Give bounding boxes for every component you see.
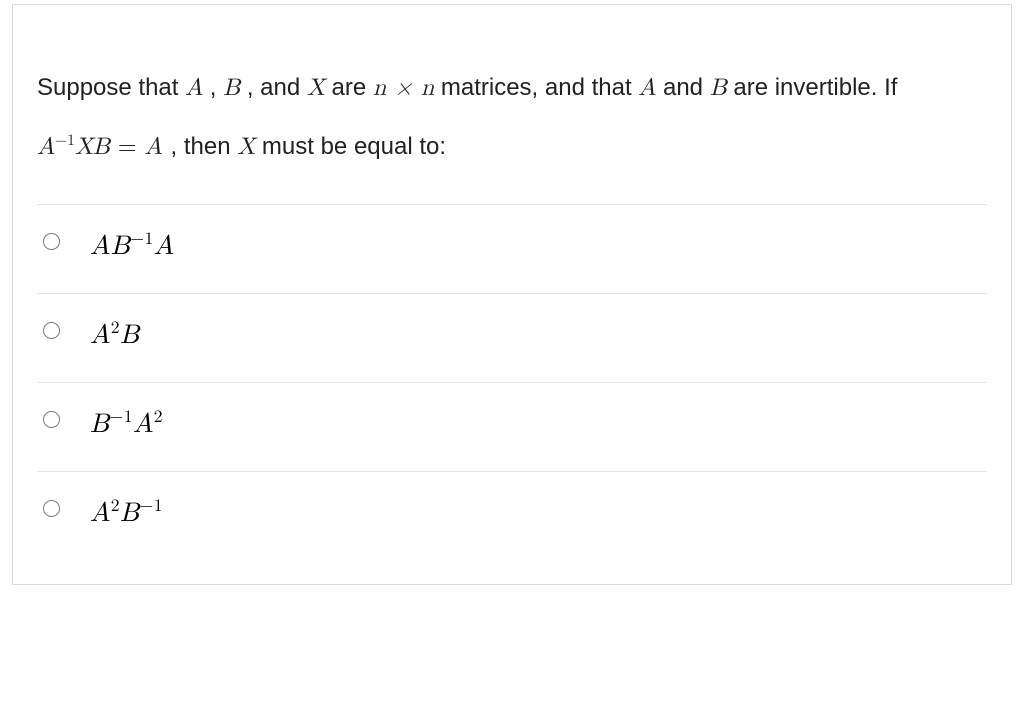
- math-part: B: [90, 411, 110, 438]
- question-card: Suppose that A , B , and X are n × n mat…: [12, 4, 1012, 585]
- math-part: AB: [90, 233, 130, 260]
- option-label: A2B: [90, 318, 140, 352]
- math-exp: −1: [130, 231, 153, 248]
- math-equation: A−1XB = A: [37, 135, 171, 159]
- math-exp: 2: [111, 320, 120, 337]
- radio-icon[interactable]: [43, 500, 60, 517]
- option-label: AB−1A: [90, 229, 175, 263]
- options-list: AB−1A A2B B−1A2 A2B−1: [37, 204, 987, 560]
- math-exp: −1: [55, 133, 75, 149]
- radio-icon[interactable]: [43, 411, 60, 428]
- radio-icon[interactable]: [43, 233, 60, 250]
- text-fragment: , and: [247, 74, 307, 101]
- text-fragment: matrices, and that: [441, 74, 638, 101]
- math-exp: −1: [110, 409, 133, 426]
- math-nxn: n × n: [373, 76, 434, 100]
- option-label: B−1A2: [90, 407, 163, 441]
- math-part: A: [90, 322, 111, 349]
- math-XB: XB: [75, 135, 110, 159]
- math-part: A: [154, 233, 175, 260]
- text-fragment: must be equal to:: [262, 133, 446, 160]
- math-var-X: X: [237, 135, 255, 159]
- math-part: A: [133, 411, 154, 438]
- math-eq: =: [110, 135, 145, 159]
- math-part: B: [120, 500, 140, 527]
- math-exp: 2: [111, 498, 120, 515]
- math-A: A: [37, 135, 55, 159]
- text-fragment: ,: [210, 74, 223, 101]
- text-fragment: , then: [171, 133, 238, 160]
- option-label: A2B−1: [90, 496, 163, 530]
- option-row[interactable]: AB−1A: [37, 205, 987, 294]
- math-A: A: [145, 135, 163, 159]
- math-var-A: A: [638, 76, 656, 100]
- option-row[interactable]: A2B−1: [37, 472, 987, 560]
- math-var-B: B: [710, 76, 727, 100]
- radio-icon[interactable]: [43, 322, 60, 339]
- math-var-A: A: [185, 76, 203, 100]
- option-row[interactable]: B−1A2: [37, 383, 987, 472]
- math-part: A: [90, 500, 111, 527]
- text-fragment: are invertible. If: [733, 74, 897, 101]
- math-exp: 2: [154, 409, 163, 426]
- question-stem: Suppose that A , B , and X are n × n mat…: [37, 59, 987, 176]
- math-var-X: X: [307, 76, 325, 100]
- text-fragment: Suppose that: [37, 74, 185, 101]
- option-row[interactable]: A2B: [37, 294, 987, 383]
- math-part: B: [120, 322, 140, 349]
- text-fragment: and: [663, 74, 710, 101]
- text-fragment: are: [332, 74, 373, 101]
- math-exp: −1: [140, 498, 163, 515]
- math-var-B: B: [223, 76, 240, 100]
